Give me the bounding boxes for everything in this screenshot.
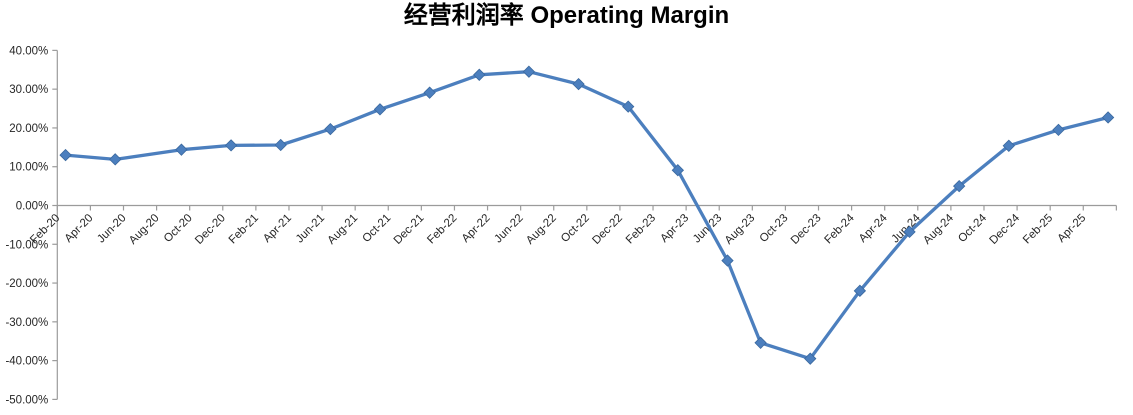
y-tick-label: -10.00%	[5, 239, 48, 251]
x-tick-label: Oct-20	[162, 212, 195, 245]
chart-title: 经营利润率 Operating Margin	[403, 2, 730, 29]
x-tick-label: Jun-24	[890, 212, 924, 246]
data-point-marker	[109, 153, 122, 166]
x-tick-label: Jun-22	[492, 212, 525, 245]
data-point-marker	[953, 179, 966, 193]
data-point-marker	[1101, 111, 1115, 124]
x-tick-label: Apr-20	[63, 212, 96, 245]
data-point-marker	[804, 352, 817, 365]
x-tick-label: Feb-22	[425, 212, 459, 246]
series-line	[63, 70, 1110, 361]
y-tick-label: 10.00%	[9, 162, 48, 174]
y-tick-label: 40.00%	[9, 45, 48, 57]
x-tick-label: Jun-21	[294, 212, 327, 245]
y-tick-label: 0.00%	[16, 201, 49, 213]
x-tick-label: Apr-23	[658, 212, 691, 245]
y-tick-label: -40.00%	[5, 356, 48, 368]
x-tick-label: Feb-23	[624, 212, 658, 246]
x-tick-label: Dec-22	[590, 212, 625, 247]
data-point-marker	[373, 103, 387, 116]
y-tick-label: 30.00%	[9, 84, 48, 96]
x-tick-label: Apr-21	[261, 212, 294, 245]
data-point-marker	[423, 86, 436, 99]
x-tick-label: Apr-25	[1055, 212, 1088, 245]
data-point-marker	[1052, 123, 1065, 137]
x-tick-label: Apr-22	[460, 212, 493, 245]
data-point-marker	[572, 77, 585, 91]
y-tick-label: -20.00%	[5, 278, 48, 290]
data-point-marker	[671, 164, 685, 177]
data-point-marker	[59, 148, 72, 162]
x-tick-label: Oct-24	[956, 212, 989, 245]
x-tick-label: Oct-21	[360, 212, 393, 245]
data-point-marker	[721, 254, 734, 267]
x-tick-label: Dec-23	[789, 212, 824, 247]
x-tick-label: Apr-24	[857, 212, 890, 245]
data-point-marker	[224, 139, 238, 152]
x-tick-label: Dec-21	[392, 212, 427, 247]
y-tick-label: -30.00%	[5, 317, 48, 329]
x-tick-label: Oct-22	[559, 212, 592, 245]
y-tick-label: -50.00%	[5, 394, 48, 406]
data-point-marker	[324, 122, 337, 136]
data-point-marker	[175, 143, 188, 156]
data-point-marker	[853, 284, 867, 297]
data-point-marker	[1002, 139, 1015, 152]
data-point-marker	[473, 68, 486, 81]
x-tick-label: Aug-23	[723, 212, 758, 247]
x-tick-label: Jun-20	[95, 212, 128, 245]
x-tick-label: Feb-21	[227, 212, 261, 246]
data-point-marker	[754, 336, 767, 349]
x-tick-label: Dec-24	[988, 212, 1023, 247]
x-tick-label: Aug-22	[524, 212, 559, 247]
x-tick-label: Oct-23	[758, 212, 791, 245]
x-tick-label: Dec-20	[193, 212, 228, 247]
x-tick-label: Aug-20	[127, 212, 162, 247]
data-point-marker	[903, 225, 916, 239]
x-tick-label: Feb-24	[822, 212, 857, 247]
x-tick-label: Aug-21	[326, 212, 361, 247]
x-tick-label: Feb-25	[1021, 212, 1055, 246]
x-tick-label: Jun-23	[691, 212, 724, 245]
y-tick-label: 20.00%	[9, 123, 48, 135]
data-point-marker	[522, 65, 536, 78]
data-point-marker	[622, 100, 635, 113]
data-point-marker	[274, 138, 287, 152]
